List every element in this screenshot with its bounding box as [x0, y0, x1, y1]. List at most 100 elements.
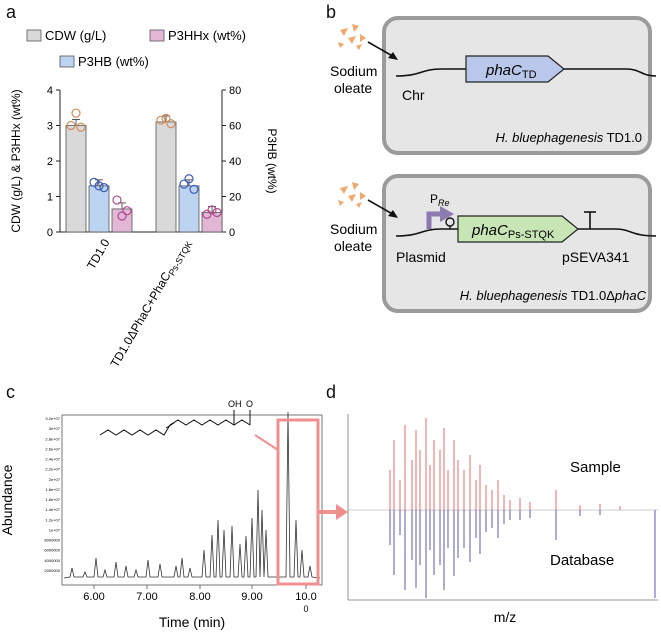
- replicate-dot: [122, 206, 132, 216]
- phac-td-sub: TD: [522, 69, 537, 81]
- y-tick-label: 4000000: [44, 558, 60, 563]
- chr-label: Chr: [402, 87, 425, 103]
- y-tick-label: 8000000: [44, 538, 60, 543]
- plasmid-label: Plasmid: [396, 249, 446, 265]
- replicate-dot: [66, 120, 76, 131]
- replicate-dot: [117, 211, 127, 221]
- molecule-double-bond: [165, 422, 175, 429]
- oleate-top: oleate: [334, 80, 372, 96]
- database-label: Database: [550, 552, 614, 569]
- arrow-head: [336, 504, 348, 520]
- y-tick-label: 2.2e+07: [45, 467, 60, 472]
- x-tick-label: 10.0: [295, 591, 316, 603]
- y-tick-label: 2.8e+07: [45, 436, 60, 441]
- right-tick-label: 60: [229, 121, 241, 133]
- oleate-droplets-top: [338, 24, 366, 50]
- bottom-strain-italic: H. bluephagenesis: [460, 288, 568, 303]
- y-tick-label: 2e+07: [49, 477, 61, 482]
- left-tick-label: 1: [47, 192, 53, 204]
- replicate-dot: [94, 181, 104, 191]
- panel-letter-a: a: [6, 2, 17, 22]
- molecule-chain: [99, 419, 251, 436]
- oleate-bottom: oleate: [334, 238, 372, 254]
- x-ticks: 6.00 7.00 8.00 9.00 10.00: [83, 585, 317, 614]
- replicate-dot: [212, 207, 222, 218]
- abundance-label: Abundance: [0, 464, 15, 535]
- y-tick-label: 2.6e+07: [45, 446, 60, 451]
- replicate-dot: [76, 122, 86, 132]
- top-strain-label: H. bluephagenesis TD1.0: [496, 130, 642, 145]
- legend-p3hhx: P3HHx (wt%): [168, 28, 246, 43]
- highlight-box: [276, 418, 320, 586]
- phac-ps-label: phaCPs-STQK: [471, 222, 555, 241]
- promoter-arrow: [440, 206, 454, 222]
- replicate-dot: [184, 174, 194, 184]
- panel-c-chromatogram: 2000000 4000000 6000000 8000000 1e+07 1.2e+07…: [0, 399, 323, 630]
- y-right-label: P3HB (wt%): [265, 128, 279, 193]
- y-tick-label: 1e+07: [49, 527, 61, 532]
- vector-label: pSEVA341: [562, 249, 630, 265]
- right-tick-label: 40: [229, 156, 241, 168]
- y-tick-label: 2.4e+07: [45, 457, 60, 462]
- sodium-top: Sodium: [330, 63, 377, 79]
- bars: [65, 115, 223, 233]
- x-tick-label: 8.00: [189, 591, 210, 603]
- legend-swatch-p3hb: [59, 55, 75, 68]
- panel-a-chart: CDW (g/L) P3HHx (wt%) P3HB (wt%) 0123402…: [9, 28, 279, 371]
- phac-td-label: phaCTD: [485, 62, 537, 81]
- phac-td-main: phaC: [485, 62, 522, 79]
- replicate-dots: [66, 108, 222, 221]
- promoter-main: P: [430, 192, 438, 206]
- bottom-strain-label: H. bluephagenesis TD1.0ΔphaC: [460, 288, 647, 303]
- x-label-td1-delta-main: TD1.0ΔPhaC+PhaC: [108, 269, 174, 370]
- bottom-strain-italic2: phaC: [614, 288, 647, 303]
- x-tick-label: 6.00: [83, 591, 104, 603]
- chromatogram-trace: [63, 411, 321, 579]
- y-tick-label: 3e+07: [49, 426, 61, 431]
- mz-label: m/z: [494, 609, 517, 625]
- bar-cdw: [155, 121, 177, 233]
- y-tick-label: 6000000: [44, 548, 60, 553]
- y-tick-label: 3.2e+07: [45, 416, 60, 421]
- replicate-dot: [179, 179, 189, 189]
- replicate-dot: [166, 119, 176, 129]
- panel-d-spectrum: Sample Database m/z: [347, 414, 658, 625]
- y-left-label: CDW (g/L) & P3HHx (wt%): [9, 89, 23, 232]
- sample-peaks: [389, 418, 621, 510]
- arrow-bottom-head: [388, 210, 398, 218]
- replicate-dot: [189, 184, 199, 194]
- highlight-leader: [254, 434, 279, 451]
- panel-letter-c: c: [6, 382, 15, 402]
- y-tick-label: 2000000: [44, 568, 60, 573]
- bottom-cell-box: [382, 174, 652, 313]
- database-peaks: [389, 510, 656, 598]
- replicate-dot: [112, 195, 122, 205]
- replicate-dot: [156, 115, 166, 125]
- right-tick-label: 20: [229, 192, 241, 204]
- legend-cdw: CDW (g/L): [45, 28, 106, 43]
- top-strain-rest: TD1.0: [603, 130, 642, 145]
- bar-p3hb: [88, 185, 110, 233]
- molecule-oh: OH: [228, 399, 242, 409]
- y-tick-labels: 2000000 4000000 6000000 8000000 1e+07 1.2e+07…: [44, 416, 60, 573]
- replicate-dot: [207, 205, 217, 215]
- bottom-strain-rest: TD1.0Δ: [567, 288, 615, 303]
- oleate-droplets-bottom: [338, 182, 366, 208]
- phac-ps-main: phaC: [471, 222, 508, 239]
- replicate-dot: [99, 183, 109, 193]
- left-tick-label: 3: [47, 121, 53, 133]
- phac-ps-sub: Ps-STQK: [508, 229, 555, 241]
- sample-label: Sample: [570, 459, 621, 476]
- promoter-sub: Re: [438, 198, 450, 208]
- panel-b-diagram: Sodium oleate Chr phaCTD H. bluephagenes…: [330, 16, 657, 313]
- panel-letter-d: d: [326, 382, 337, 402]
- phac-td-gene: [465, 55, 565, 83]
- panel-c-to-d-arrow: [318, 504, 348, 520]
- panel-letter-b: b: [326, 2, 337, 22]
- chromatogram-frame: [61, 414, 323, 586]
- x-label-td1-delta: TD1.0ΔPhaC+PhaCPs-STQK: [108, 237, 195, 371]
- bar-cdw: [65, 125, 87, 233]
- molecule-o: O: [246, 399, 253, 409]
- right-tick-label: 80: [229, 85, 241, 97]
